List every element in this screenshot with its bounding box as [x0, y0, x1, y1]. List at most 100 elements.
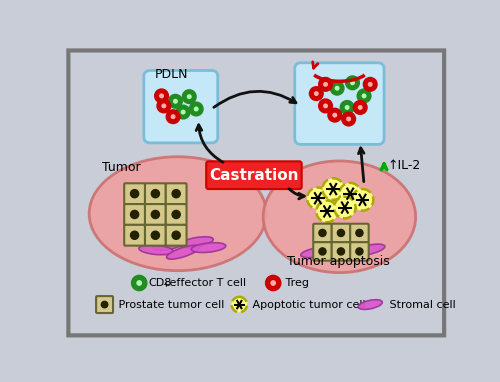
- FancyBboxPatch shape: [166, 204, 186, 225]
- FancyBboxPatch shape: [206, 161, 302, 189]
- Circle shape: [130, 210, 138, 219]
- FancyBboxPatch shape: [124, 183, 145, 204]
- Text: Tumor: Tumor: [102, 160, 141, 173]
- Circle shape: [364, 78, 376, 91]
- Ellipse shape: [166, 245, 200, 259]
- Ellipse shape: [263, 161, 416, 273]
- Circle shape: [332, 112, 338, 118]
- Text: Tumor apoptosis: Tumor apoptosis: [287, 255, 390, 268]
- Circle shape: [232, 297, 247, 312]
- FancyBboxPatch shape: [145, 183, 166, 204]
- Circle shape: [319, 230, 326, 236]
- Circle shape: [352, 189, 374, 210]
- Circle shape: [152, 231, 160, 240]
- Circle shape: [193, 106, 200, 112]
- FancyBboxPatch shape: [166, 183, 186, 204]
- Circle shape: [313, 91, 320, 97]
- Circle shape: [172, 231, 180, 240]
- Circle shape: [307, 188, 328, 209]
- Circle shape: [342, 113, 355, 125]
- Text: Apoptotic tumor cell: Apoptotic tumor cell: [250, 299, 366, 309]
- Circle shape: [310, 87, 322, 100]
- FancyBboxPatch shape: [295, 63, 384, 144]
- Ellipse shape: [153, 239, 187, 250]
- Circle shape: [341, 101, 353, 113]
- FancyBboxPatch shape: [145, 204, 166, 225]
- FancyBboxPatch shape: [144, 71, 218, 143]
- Circle shape: [358, 90, 370, 102]
- Circle shape: [338, 248, 344, 255]
- Circle shape: [132, 276, 146, 290]
- Circle shape: [172, 98, 178, 105]
- Circle shape: [319, 248, 326, 255]
- Circle shape: [320, 100, 332, 112]
- Circle shape: [334, 197, 355, 219]
- Circle shape: [344, 104, 350, 111]
- Circle shape: [183, 91, 196, 103]
- Circle shape: [334, 85, 340, 91]
- Ellipse shape: [301, 247, 335, 257]
- Circle shape: [328, 109, 341, 121]
- FancyBboxPatch shape: [350, 242, 368, 261]
- Ellipse shape: [326, 250, 360, 261]
- FancyBboxPatch shape: [96, 296, 113, 313]
- Circle shape: [172, 189, 180, 198]
- Ellipse shape: [139, 245, 173, 255]
- Circle shape: [346, 77, 358, 89]
- Text: effector T cell: effector T cell: [166, 278, 246, 288]
- Text: Stromal cell: Stromal cell: [386, 299, 456, 309]
- FancyBboxPatch shape: [145, 225, 166, 246]
- Circle shape: [322, 103, 329, 109]
- Text: Prostate tumor cell: Prostate tumor cell: [114, 299, 224, 309]
- Text: PDLN: PDLN: [154, 68, 188, 81]
- Circle shape: [158, 93, 164, 99]
- FancyBboxPatch shape: [313, 242, 332, 261]
- Circle shape: [346, 116, 352, 122]
- Circle shape: [361, 93, 368, 99]
- Ellipse shape: [128, 235, 162, 245]
- Circle shape: [169, 95, 181, 107]
- Ellipse shape: [358, 300, 382, 309]
- Circle shape: [167, 110, 179, 123]
- Circle shape: [152, 189, 160, 198]
- Circle shape: [338, 230, 344, 236]
- Ellipse shape: [89, 157, 266, 271]
- FancyBboxPatch shape: [166, 225, 186, 246]
- Text: Treg: Treg: [282, 278, 310, 288]
- FancyBboxPatch shape: [350, 224, 368, 242]
- FancyBboxPatch shape: [124, 204, 145, 225]
- Circle shape: [190, 103, 202, 115]
- Text: Castration: Castration: [209, 168, 298, 183]
- Circle shape: [170, 113, 176, 120]
- Ellipse shape: [179, 237, 214, 248]
- Circle shape: [320, 78, 332, 91]
- Circle shape: [350, 79, 356, 86]
- Circle shape: [180, 109, 186, 115]
- Circle shape: [156, 90, 168, 102]
- FancyBboxPatch shape: [332, 224, 350, 242]
- Circle shape: [331, 82, 344, 94]
- Circle shape: [177, 106, 190, 118]
- Circle shape: [270, 279, 277, 286]
- Circle shape: [186, 94, 192, 100]
- Circle shape: [356, 230, 363, 236]
- FancyBboxPatch shape: [68, 50, 444, 335]
- FancyBboxPatch shape: [313, 224, 332, 242]
- Circle shape: [340, 183, 361, 204]
- Text: +: +: [162, 280, 169, 289]
- Circle shape: [357, 104, 364, 111]
- Circle shape: [367, 81, 374, 87]
- FancyBboxPatch shape: [124, 225, 145, 246]
- Circle shape: [136, 279, 143, 286]
- FancyBboxPatch shape: [332, 242, 350, 261]
- Circle shape: [130, 189, 138, 198]
- Circle shape: [322, 178, 344, 200]
- Circle shape: [102, 301, 108, 308]
- Ellipse shape: [351, 244, 385, 256]
- Text: ↑IL-2: ↑IL-2: [387, 159, 420, 172]
- Circle shape: [152, 210, 160, 219]
- Text: CD8: CD8: [148, 278, 172, 288]
- Circle shape: [322, 81, 329, 87]
- Circle shape: [316, 201, 338, 222]
- Circle shape: [266, 276, 280, 290]
